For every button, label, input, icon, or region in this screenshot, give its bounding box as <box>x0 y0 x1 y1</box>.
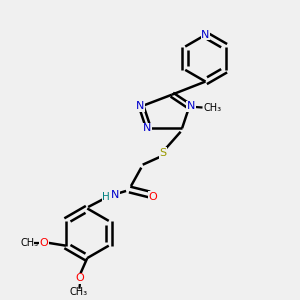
Text: CH₃: CH₃ <box>70 286 88 297</box>
Text: O: O <box>148 192 157 202</box>
Text: S: S <box>160 148 167 158</box>
Text: N: N <box>187 101 195 111</box>
Text: N: N <box>201 30 210 40</box>
Text: H: H <box>102 192 110 202</box>
Text: N: N <box>136 101 144 111</box>
Text: CH₃: CH₃ <box>204 103 222 113</box>
Text: N: N <box>143 123 151 133</box>
Text: N: N <box>111 190 119 200</box>
Text: CH₃: CH₃ <box>20 238 38 248</box>
Text: O: O <box>76 274 84 284</box>
Text: O: O <box>40 238 48 248</box>
